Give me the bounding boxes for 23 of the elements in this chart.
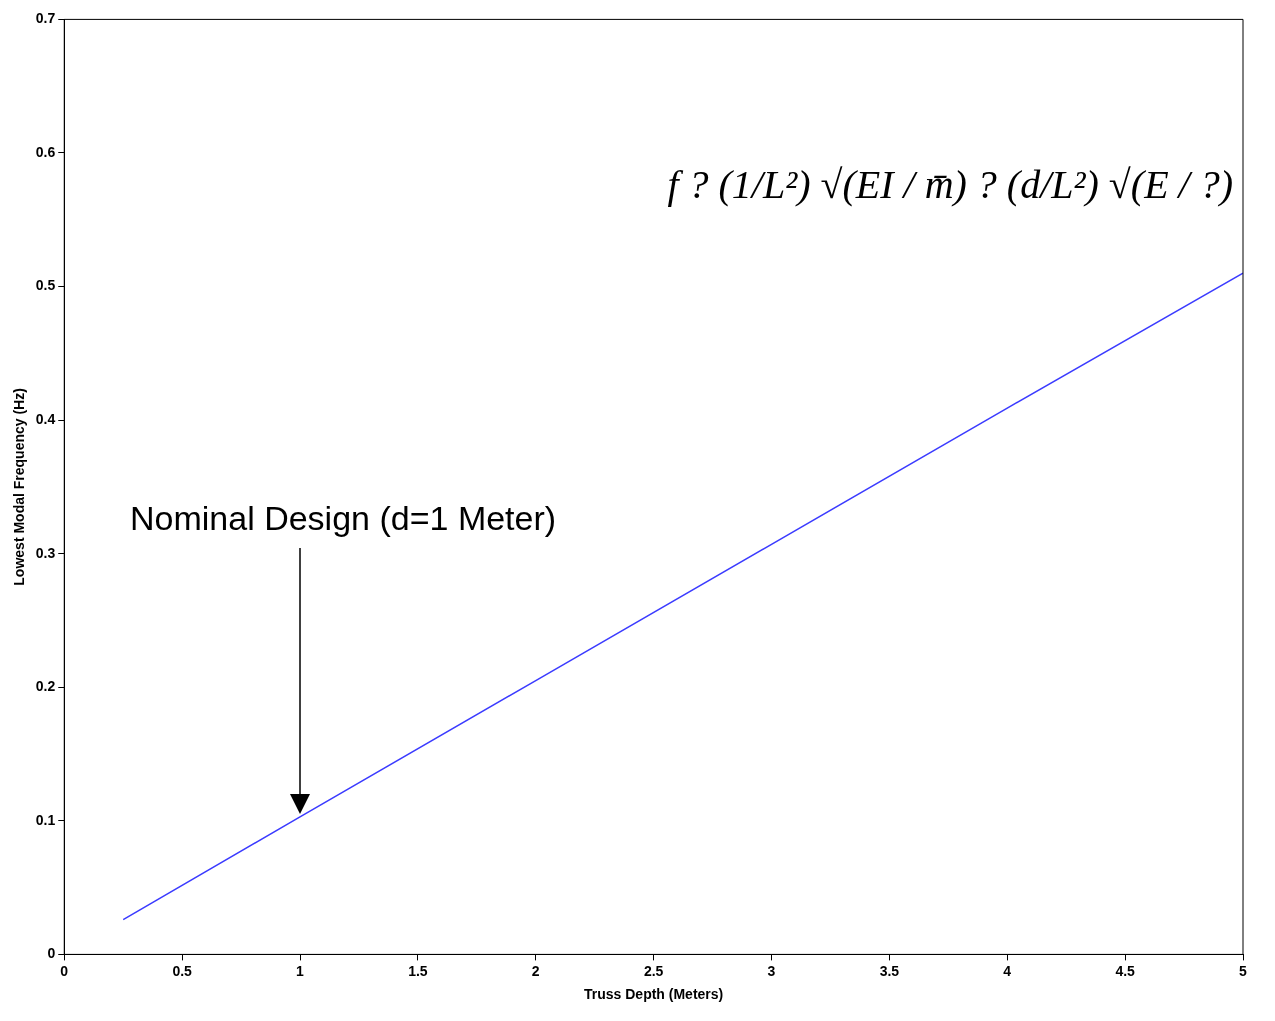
y-tick-label: 0.6 bbox=[35, 143, 56, 160]
x-tick-label: 0 bbox=[60, 962, 69, 979]
x-tick-label: 3.5 bbox=[879, 962, 900, 979]
x-tick-label: 4.5 bbox=[1115, 962, 1136, 979]
y-axis-title: Lowest Modal Frequency (Hz) bbox=[11, 388, 28, 586]
x-tick-label: 3 bbox=[767, 962, 776, 979]
x-axis-title: Truss Depth (Meters) bbox=[584, 986, 724, 1003]
x-tick-label: 0.5 bbox=[172, 962, 193, 979]
y-tick-label: 0.1 bbox=[35, 811, 56, 828]
y-tick-label: 0.4 bbox=[35, 410, 56, 427]
y-tick-label: 0.3 bbox=[35, 544, 56, 561]
annotation: f ? (1/L²) √(EI / m̄) ? (d/L²) √(E / ?) bbox=[667, 162, 1233, 208]
y-tick-label: 0.2 bbox=[35, 678, 56, 695]
x-tick-label: 2.5 bbox=[643, 962, 664, 979]
y-tick-label: 0.5 bbox=[35, 277, 56, 294]
y-tick-label: 0 bbox=[47, 945, 56, 962]
x-tick-label: 2 bbox=[531, 962, 540, 979]
x-tick-label: 1.5 bbox=[408, 962, 428, 979]
y-tick-label: 0.7 bbox=[35, 10, 56, 27]
x-tick-label: 1 bbox=[296, 962, 305, 979]
x-tick-label: 5 bbox=[1239, 962, 1248, 979]
annotation: Nominal Design (d=1 Meter) bbox=[130, 499, 557, 538]
x-tick-label: 4 bbox=[1003, 962, 1012, 979]
